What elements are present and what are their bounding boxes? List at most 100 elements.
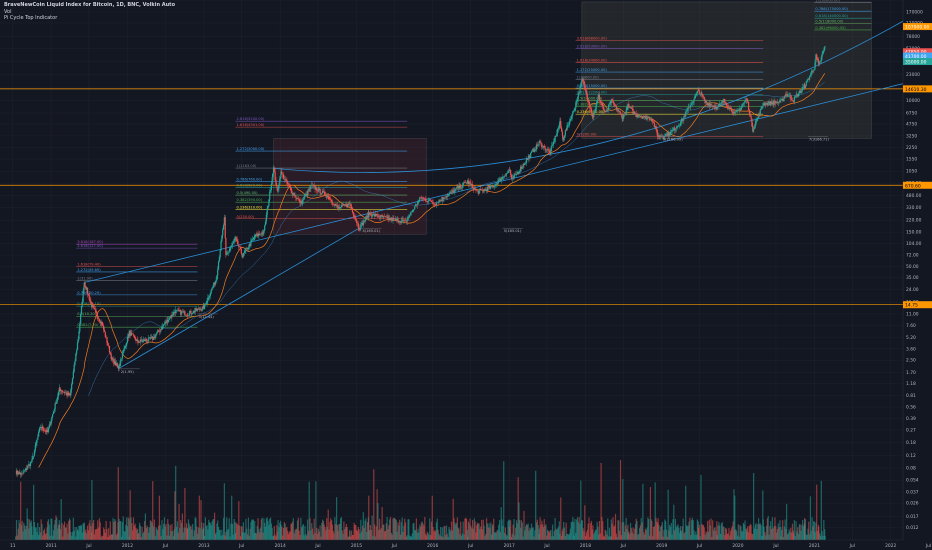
candle-body [526, 159, 528, 160]
candle-body [751, 118, 753, 127]
candle-body [232, 242, 234, 244]
volume-bar [37, 522, 39, 540]
candle-body [773, 100, 775, 105]
volume-bar [475, 532, 477, 540]
volume-bar [814, 532, 816, 540]
y-axis-tick-label: 0.054 [906, 478, 919, 484]
volume-bar [270, 523, 273, 540]
candle-body [311, 184, 314, 186]
x-axis-tick-label: 2017 [504, 543, 515, 549]
volume-bar [663, 529, 665, 540]
volume-bar [642, 483, 644, 540]
candle-body [626, 106, 628, 111]
candle-body [45, 430, 47, 433]
candle-body [415, 204, 417, 206]
candle-body [303, 196, 305, 200]
candle-body [513, 175, 515, 179]
candle-body [443, 198, 445, 200]
volume-bar [426, 531, 428, 540]
volume-bar [395, 520, 397, 540]
volume-bar [356, 531, 359, 540]
volume-bar [480, 526, 482, 540]
candle-body [735, 111, 737, 113]
volume-bar [756, 528, 758, 540]
volume-bar [263, 518, 265, 540]
volume-bar [78, 525, 80, 540]
candle-body [687, 107, 689, 110]
volume-bar [30, 520, 32, 540]
horizontal-level-tag [903, 301, 932, 309]
candle-body [200, 309, 202, 311]
candle-body [824, 46, 826, 51]
volume-bar [234, 533, 237, 540]
candle-body [660, 136, 662, 137]
volume-bar [166, 535, 168, 540]
volume-bar [524, 530, 526, 540]
candle-body [695, 94, 697, 96]
candle-body [304, 195, 306, 197]
volume-bar [634, 528, 636, 540]
volume-bar [629, 523, 632, 540]
volume-bar [110, 535, 112, 540]
volume-bar [341, 530, 343, 540]
candle-body [344, 204, 347, 206]
volume-bar [347, 536, 349, 540]
volume-bar [603, 535, 605, 540]
candle-body [409, 212, 412, 215]
volume-bar [425, 535, 428, 540]
y-axis-tick-label: 0.18 [906, 440, 916, 446]
volume-bar [615, 533, 617, 540]
candle-body [289, 186, 291, 188]
candle-body [135, 339, 137, 341]
volume-bar [223, 483, 225, 540]
volume-bar [40, 519, 42, 540]
volume-bar [138, 522, 141, 540]
volume-bar [797, 527, 799, 540]
candle-body [54, 403, 56, 410]
volume-bar [87, 530, 89, 540]
candle-body [178, 310, 180, 312]
candle-body [437, 202, 439, 204]
volume-bar [721, 522, 723, 540]
volume-bar [794, 536, 796, 540]
candle-body [259, 233, 261, 235]
volume-bar [753, 528, 756, 540]
volume-bar [97, 520, 99, 540]
candle-body [708, 103, 710, 107]
candle-body [594, 111, 596, 114]
candle-body [445, 197, 447, 199]
volume-bar [178, 503, 180, 540]
volume-bar [287, 534, 290, 540]
volume-bar [47, 519, 50, 540]
volume-bar [44, 534, 46, 540]
candle-body [181, 311, 183, 313]
volume-bar [776, 528, 779, 540]
candle-body [427, 201, 429, 202]
volume-bar [431, 495, 433, 540]
candle-body [157, 330, 160, 332]
volume-bar [206, 525, 208, 540]
candle-body [697, 89, 700, 91]
volume-bar [614, 513, 617, 540]
indicator-volume[interactable]: Vol [4, 8, 12, 15]
candle-body [666, 133, 668, 137]
candle-body [340, 205, 342, 207]
x-axis-tick-label: Jul [925, 543, 931, 549]
y-axis[interactable]: 1700001200007800053000350002300015000100… [902, 0, 932, 550]
x-axis[interactable]: 11 2011 Jul 2012 Jul 2013 Jul 2014 Jul 2015 Jul 201… [0, 539, 931, 549]
candle-body [507, 171, 509, 173]
volume-bar [535, 470, 537, 540]
symbol-title[interactable]: BraveNewCoin Liquid Index for Bitcoin, 1… [4, 2, 176, 8]
volume-bar [130, 517, 132, 540]
volume-bar [679, 532, 681, 540]
indicator-pi-cycle[interactable]: Pi Cycle Top Indicator [4, 15, 58, 21]
candle-body [188, 312, 190, 316]
candle-body [560, 120, 562, 128]
candle-body [153, 336, 156, 339]
candle-body [330, 199, 333, 202]
candle-body [501, 177, 503, 180]
volume-bar [317, 528, 320, 540]
volume-bar [193, 530, 195, 540]
